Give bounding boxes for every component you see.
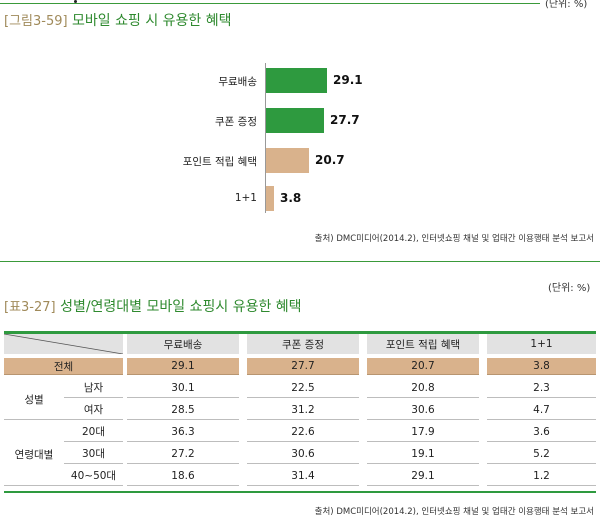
table-cell: 18.6 [127,466,239,486]
chart-axis [265,63,266,213]
table-cell: 30.6 [367,400,479,420]
figure-tag: [그림3-59] [4,14,68,29]
table-cell: 30.6 [247,444,359,464]
top-rule [0,3,540,4]
table-cell: 3.8 [487,358,596,375]
table-cell: 22.6 [247,422,359,442]
total-row-label: 전체 [4,358,123,375]
group-label: 성별 [24,394,44,406]
table-cell: 29.1 [127,358,239,375]
table-cell: 30.1 [127,378,239,398]
bar-label: 포인트 적립 혜택 [182,156,257,168]
table-title-text: 성별/연령대별 모바일 쇼핑시 유용한 혜택 [60,299,302,315]
table-top-rule [4,331,596,334]
section-divider [0,261,600,262]
table-cell: 1.2 [487,466,596,486]
bar-label: 무료배송 [218,76,257,88]
bar-label: 1+1 [234,192,257,204]
row-label: 40~50대 [64,466,123,486]
row-label: 30대 [64,444,123,464]
figure-source: 출처) DMC미디어(2014.2), 인터넷쇼핑 채널 및 업태간 이용행태 … [314,234,594,244]
row-label: 여자 [64,400,123,420]
bar-label: 쿠폰 증정 [215,116,257,128]
bar [266,186,274,211]
table-corner-cell [4,334,123,354]
figure-title-text: 모바일 쇼핑 시 유용한 혜택 [72,13,232,29]
table-tag: [표3-27] [4,300,56,315]
table-cell: 31.2 [247,400,359,420]
column-header: 무료배송 [127,334,239,354]
table-cell: 20.8 [367,378,479,398]
table-cell: 31.4 [247,466,359,486]
table-cell: 3.6 [487,422,596,442]
bar [266,148,309,173]
table-cell: 4.7 [487,400,596,420]
row-label: 20대 [64,422,123,442]
row-label: 남자 [64,378,123,398]
table-source: 출처) DMC미디어(2014.2), 인터넷쇼핑 채널 및 업태간 이용행태 … [314,507,594,517]
bar [266,108,324,133]
table-cell: 27.2 [127,444,239,464]
bar-value-label: 3.8 [280,191,302,205]
bar-value-label: 29.1 [333,73,363,87]
bar-value-label: 20.7 [315,153,345,167]
table-cell: 28.5 [127,400,239,420]
column-header: 쿠폰 증정 [247,334,359,354]
table-cell: 20.7 [367,358,479,375]
table-cell: 36.3 [127,422,239,442]
column-header: 1+1 [487,334,596,354]
unit-label-top: (단위: %) [545,0,588,10]
diagonal-line [4,334,123,354]
bar-value-label: 27.7 [330,113,360,127]
group-label: 연령대별 [14,449,54,461]
table-cell: 22.5 [247,378,359,398]
table-title: [표3-27] 성별/연령대별 모바일 쇼핑시 유용한 혜택 [4,296,302,316]
table-cell: 2.3 [487,378,596,398]
table-cell: 5.2 [487,444,596,464]
unit-label-table: (단위: %) [548,283,591,294]
group-divider [4,419,64,420]
figure-title: [그림3-59] 모바일 쇼핑 시 유용한 혜택 [4,10,232,30]
table-cell: 27.7 [247,358,359,375]
table-cell: 19.1 [367,444,479,464]
table-cell: 17.9 [367,422,479,442]
top-dot [74,0,77,3]
group-divider [4,485,64,486]
table-cell: 29.1 [367,466,479,486]
table-bottom-rule [4,491,596,493]
bar [266,68,327,93]
column-header: 포인트 적립 혜택 [367,334,479,354]
